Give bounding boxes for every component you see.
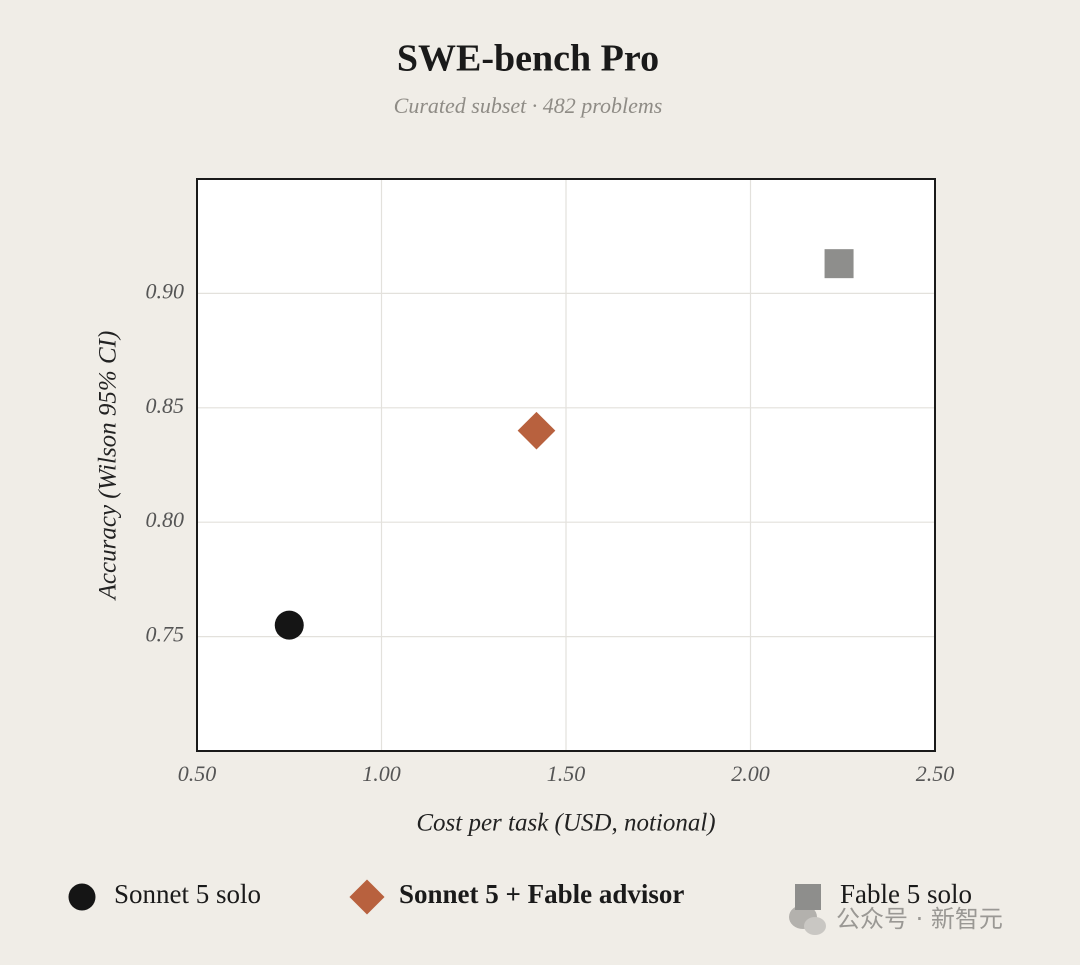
point [517,411,556,450]
y-tick-label: 0.90 [146,278,185,303]
chart-subtitle: Curated subset · 482 problems [394,93,663,118]
plot-frame [196,178,936,752]
x-tick-label: 2.00 [731,761,770,786]
chart-title: SWE-bench Pro [397,38,659,80]
x-tick-label: 1.50 [547,761,586,786]
watermark-icon [804,917,826,935]
point [274,610,304,640]
x-tick-label: 0.50 [178,761,217,786]
x-tick-label: 2.50 [916,761,955,786]
point [824,249,854,279]
y-tick-label: 0.80 [146,507,185,532]
legend-label: Sonnet 5 + Fable advisor [399,879,684,909]
legend-marker [795,884,821,910]
x-axis-label: Cost per task (USD, notional) [416,810,715,837]
watermark-text: 公众号 · 新智元 [836,905,1003,933]
x-tick-label: 1.00 [362,761,401,786]
y-axis-label: Accuracy (Wilson 95% CI) [95,331,122,602]
y-tick-label: 0.85 [146,393,185,418]
legend-marker [349,879,385,915]
y-tick-label: 0.75 [146,622,185,647]
legend-label: Fable 5 solo [840,879,972,909]
legend-marker [68,883,96,911]
grid [197,179,935,751]
watermark: 公众号 · 新智元 [789,905,1003,935]
legend-label: Sonnet 5 solo [114,879,261,909]
